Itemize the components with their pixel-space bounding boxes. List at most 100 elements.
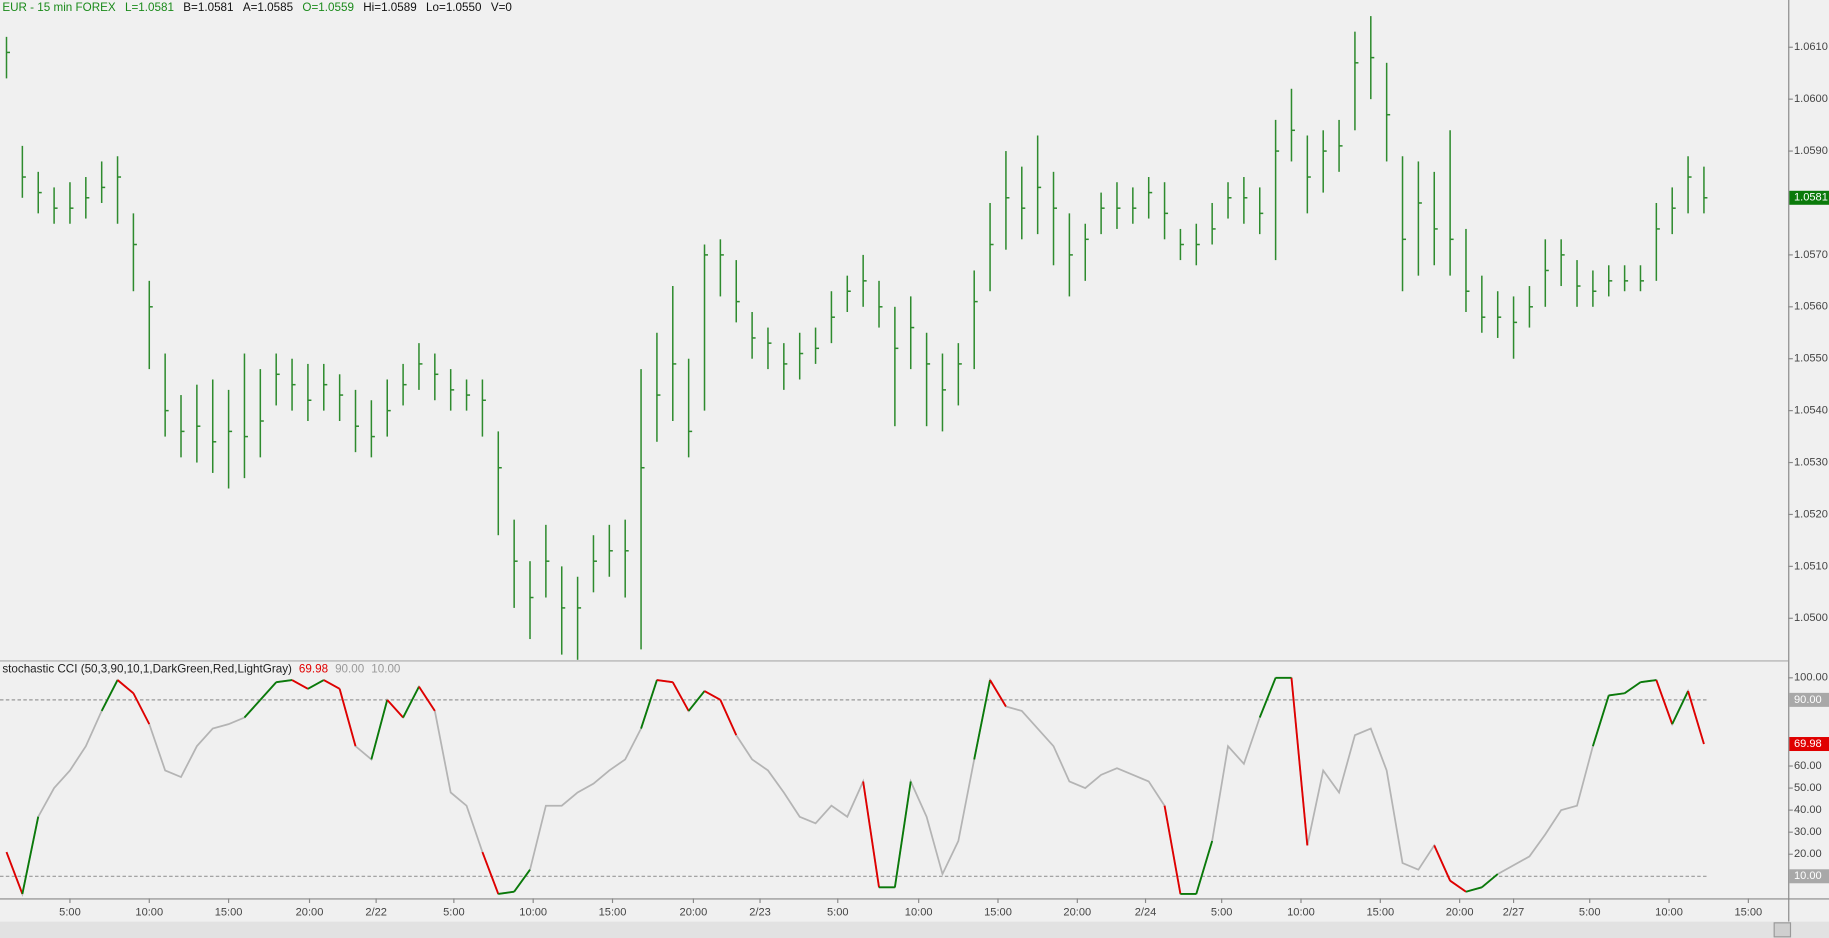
indicator-value: 69.98 [299, 663, 328, 676]
indicator-extreme [719, 699, 738, 736]
x-tick-label: 2/22 [365, 906, 387, 918]
indicator-extreme [402, 686, 420, 718]
last-value-label: 69.98 [1794, 738, 1822, 750]
x-tick-label: 20:00 [1063, 906, 1091, 918]
indicator-extreme [481, 851, 500, 895]
indicator-extreme [1465, 886, 1483, 893]
y-tick-label: 1.0500 [1794, 612, 1828, 624]
x-tick-label: 2/23 [749, 906, 771, 918]
y-tick-label: 1.0610 [1794, 41, 1828, 53]
y-tick-label: 1.0550 [1794, 353, 1828, 365]
indicator-extreme [132, 692, 151, 725]
indicator-extreme [5, 851, 24, 895]
x-tick-label: 5:00 [1579, 906, 1601, 918]
y-tick-label: 1.0540 [1794, 405, 1828, 417]
last-price-box [1789, 190, 1829, 205]
indicator-extreme [21, 816, 40, 895]
instrument-title: EUR - 15 min FOREX [2, 1, 116, 14]
indicator-extreme [893, 781, 912, 888]
y-tick-label: 1.0530 [1794, 456, 1828, 468]
y-tick-label: 100.00 [1794, 672, 1828, 684]
x-tick-label: 15:00 [215, 906, 243, 918]
indicator-extreme [418, 686, 436, 712]
y-tick-label: 30.00 [1794, 826, 1822, 838]
indicator-extreme [1624, 681, 1642, 695]
x-tick-label: 2/24 [1135, 906, 1157, 918]
y-tick-label: 20.00 [1794, 848, 1822, 860]
x-tick-label: 10:00 [905, 906, 933, 918]
indicator-extreme [243, 699, 262, 719]
indicator-extreme [989, 679, 1007, 707]
quote-field: A=1.0585 [243, 1, 293, 14]
x-tick-label: 10:00 [1287, 906, 1315, 918]
y-tick-label: 60.00 [1794, 760, 1822, 772]
y-tick-label: 1.0570 [1794, 249, 1828, 261]
quote-field: Hi=1.0589 [363, 1, 416, 14]
level-box [1789, 692, 1829, 707]
x-tick-label: 15:00 [1734, 906, 1762, 918]
indicator-extreme [1640, 679, 1657, 684]
indicator-extreme [513, 869, 531, 893]
y-tick-label: 50.00 [1794, 782, 1822, 794]
level-label: 90.00 [1794, 694, 1822, 706]
indicator-header: stochastic CCI (50,3,90,10,1,DarkGreen,R… [2, 663, 401, 676]
indicator-extreme [323, 679, 341, 690]
y-tick-label: 1.0510 [1794, 560, 1828, 572]
indicator-extreme [1449, 879, 1467, 893]
x-tick-label: 15:00 [1366, 906, 1394, 918]
scrollbar[interactable] [0, 921, 1829, 938]
indicator-extreme [116, 679, 135, 694]
scrollbar-thumb[interactable] [1773, 922, 1792, 938]
indicator-extreme [498, 890, 515, 895]
x-tick-label: 5:00 [827, 906, 849, 918]
x-tick-label: 5:00 [59, 906, 81, 918]
y-tick-label: 40.00 [1794, 804, 1822, 816]
indicator-extreme [671, 681, 690, 712]
y-tick-label: 1.0590 [1794, 145, 1828, 157]
x-tick-label: 10:00 [1655, 906, 1683, 918]
level-label: 10.00 [1794, 870, 1822, 882]
indicator-extreme [338, 688, 357, 747]
y-tick-label: 1.0520 [1794, 508, 1828, 520]
indicator-title: stochastic CCI (50,3,90,10,1,DarkGreen,R… [2, 663, 292, 676]
indicator-extreme [1481, 873, 1499, 889]
indicator-extreme [259, 681, 277, 701]
x-tick-label: 10:00 [519, 906, 547, 918]
indicator-extreme [704, 690, 721, 701]
indicator-extreme [307, 679, 325, 690]
x-tick-label: 20:00 [296, 906, 324, 918]
level-value: 10.00 [371, 663, 401, 676]
indicator-extreme [1195, 840, 1214, 895]
indicator-extreme [1290, 677, 1309, 846]
indicator-extreme [370, 699, 389, 760]
x-tick-label: 2/27 [1503, 906, 1525, 918]
indicator-extreme [656, 679, 673, 684]
x-tick-label: 20:00 [1446, 906, 1474, 918]
y-tick-label: 1.0600 [1794, 93, 1828, 105]
x-tick-label: 20:00 [680, 906, 708, 918]
indicator-extreme [1163, 805, 1182, 895]
indicator-extreme [1433, 845, 1451, 882]
x-tick-label: 5:00 [1211, 906, 1233, 918]
x-tick-label: 15:00 [984, 906, 1012, 918]
y-tick-label: 1.0560 [1794, 301, 1828, 313]
indicator-extreme [1608, 692, 1625, 697]
last-value-box [1789, 737, 1829, 752]
indicator-extreme [386, 699, 404, 719]
level-value: 90.00 [335, 663, 365, 676]
indicator-extreme [276, 679, 293, 684]
level-box [1789, 869, 1829, 884]
quote-field: Lo=1.0550 [426, 1, 482, 14]
indicator-extreme [1687, 690, 1705, 745]
quote-field: V=0 [491, 1, 513, 14]
x-tick-label: 5:00 [443, 906, 465, 918]
indicator-extreme [862, 781, 880, 888]
indicator-extreme [1258, 677, 1277, 718]
indicator-extreme [100, 679, 119, 712]
x-tick-label: 10:00 [135, 906, 163, 918]
indicator-extreme [1591, 695, 1610, 747]
price-header: EUR - 15 min FOREX L=1.0581 B=1.0581 A=1.05… [2, 1, 512, 14]
